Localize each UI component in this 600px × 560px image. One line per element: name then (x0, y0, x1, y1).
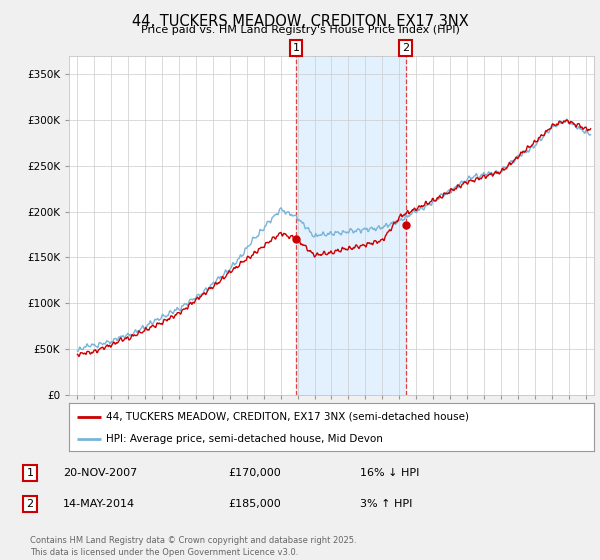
Bar (296, 56, 406, 395)
Text: HPI: Average price, semi-detached house, Mid Devon: HPI: Average price, semi-detached house,… (106, 434, 383, 444)
Text: 20-NOV-2007: 20-NOV-2007 (63, 468, 137, 478)
Text: 16% ↓ HPI: 16% ↓ HPI (360, 468, 419, 478)
Text: Contains HM Land Registry data © Crown copyright and database right 2025.
This d: Contains HM Land Registry data © Crown c… (30, 536, 356, 557)
Text: 1: 1 (292, 43, 299, 53)
Text: £170,000: £170,000 (228, 468, 281, 478)
Text: 44, TUCKERS MEADOW, CREDITON, EX17 3NX (semi-detached house): 44, TUCKERS MEADOW, CREDITON, EX17 3NX (… (106, 412, 469, 422)
Text: £185,000: £185,000 (228, 499, 281, 509)
Text: Price paid vs. HM Land Registry's House Price Index (HPI): Price paid vs. HM Land Registry's House … (140, 25, 460, 35)
Text: 44, TUCKERS MEADOW, CREDITON, EX17 3NX: 44, TUCKERS MEADOW, CREDITON, EX17 3NX (131, 14, 469, 29)
Text: 1: 1 (26, 468, 34, 478)
Text: 2: 2 (26, 499, 34, 509)
Text: 14-MAY-2014: 14-MAY-2014 (63, 499, 135, 509)
Text: 2: 2 (402, 43, 409, 53)
Text: 3% ↑ HPI: 3% ↑ HPI (360, 499, 412, 509)
